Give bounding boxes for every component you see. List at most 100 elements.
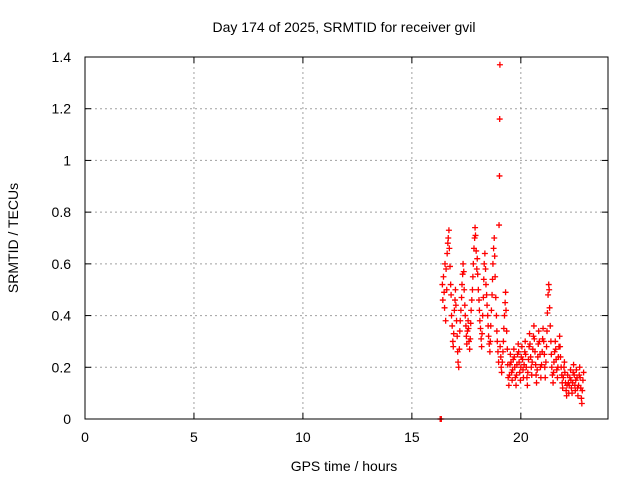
data-point (541, 364, 548, 371)
plot-frame (84, 56, 609, 420)
data-point (450, 343, 457, 350)
data-point (530, 322, 537, 329)
data-point (518, 343, 525, 350)
data-point (487, 322, 494, 329)
data-point (501, 312, 508, 319)
data-point (493, 328, 500, 335)
data-point (543, 328, 550, 335)
axis-tick-labels: 0 5 10 15 20 0 0.2 0.4 0.6 0.8 1 1.2 1.4 (52, 49, 529, 445)
data-point (507, 351, 514, 358)
data-point (544, 309, 551, 316)
data-point (578, 395, 585, 402)
data-point (484, 302, 491, 309)
data-point (482, 266, 489, 273)
data-point (542, 374, 549, 381)
data-point (462, 312, 469, 319)
data-point (444, 250, 451, 257)
data-point (492, 294, 499, 301)
x-axis-label: GPS time / hours (291, 458, 398, 474)
data-point (479, 330, 486, 337)
data-point (502, 299, 509, 306)
data-point (560, 374, 567, 381)
data-point (526, 341, 533, 348)
x-tick-label: 15 (404, 429, 420, 445)
data-point (533, 379, 540, 386)
data-point (481, 250, 488, 257)
data-point (541, 351, 548, 358)
data-point (482, 281, 489, 288)
data-point (520, 366, 527, 373)
data-point (448, 291, 455, 298)
data-point (487, 338, 494, 345)
data-point (531, 335, 538, 342)
data-point (489, 260, 496, 267)
data-point (468, 297, 475, 304)
axis-ticks (84, 56, 608, 420)
y-tick-label: 0.4 (52, 308, 72, 324)
data-point (524, 369, 531, 376)
data-point (461, 286, 468, 293)
x-tick-label: 10 (295, 429, 311, 445)
data-point (499, 348, 506, 355)
data-point (496, 61, 503, 68)
data-point (548, 364, 555, 371)
data-point (500, 338, 507, 345)
data-point (440, 273, 447, 280)
data-point (485, 333, 492, 340)
y-tick-label: 1.2 (52, 101, 72, 117)
data-point (455, 364, 462, 371)
data-point (467, 335, 474, 342)
data-point (499, 359, 506, 366)
data-point (476, 307, 483, 314)
data-point (546, 286, 553, 293)
data-point (505, 382, 512, 389)
data-point (460, 268, 467, 275)
data-point (568, 384, 575, 391)
data-point (441, 260, 448, 267)
data-point (534, 366, 541, 373)
data-point (468, 307, 475, 314)
data-point (475, 297, 482, 304)
data-point (491, 253, 498, 260)
data-point (456, 328, 463, 335)
data-point (511, 353, 518, 360)
data-point (503, 328, 510, 335)
data-point (457, 307, 464, 314)
data-point (474, 271, 481, 278)
data-point (484, 312, 491, 319)
data-point (479, 312, 486, 319)
data-point (498, 369, 505, 376)
data-point (498, 364, 505, 371)
data-point (449, 338, 456, 345)
x-tick-label: 5 (190, 429, 198, 445)
data-point (527, 353, 534, 360)
data-point (576, 364, 583, 371)
data-point (522, 338, 529, 345)
data-point (538, 361, 545, 368)
data-point (493, 312, 500, 319)
data-point (472, 224, 479, 231)
data-point (496, 222, 503, 229)
data-point (489, 291, 496, 298)
data-point (529, 359, 536, 366)
data-point (480, 294, 487, 301)
data-point (447, 263, 454, 270)
data-point (452, 286, 459, 293)
y-tick-label: 1 (63, 152, 71, 168)
data-point (545, 281, 552, 288)
data-point (513, 372, 520, 379)
data-point (494, 348, 501, 355)
data-point (460, 260, 467, 267)
data-point (475, 286, 482, 293)
data-point (502, 289, 509, 296)
data-point (531, 348, 538, 355)
data-point (486, 348, 493, 355)
data-point (472, 232, 479, 239)
data-point (503, 307, 510, 314)
data-point (545, 291, 552, 298)
y-tick-label: 0.8 (52, 204, 72, 220)
data-point (535, 328, 542, 335)
data-point (560, 364, 567, 371)
data-point (469, 273, 476, 280)
